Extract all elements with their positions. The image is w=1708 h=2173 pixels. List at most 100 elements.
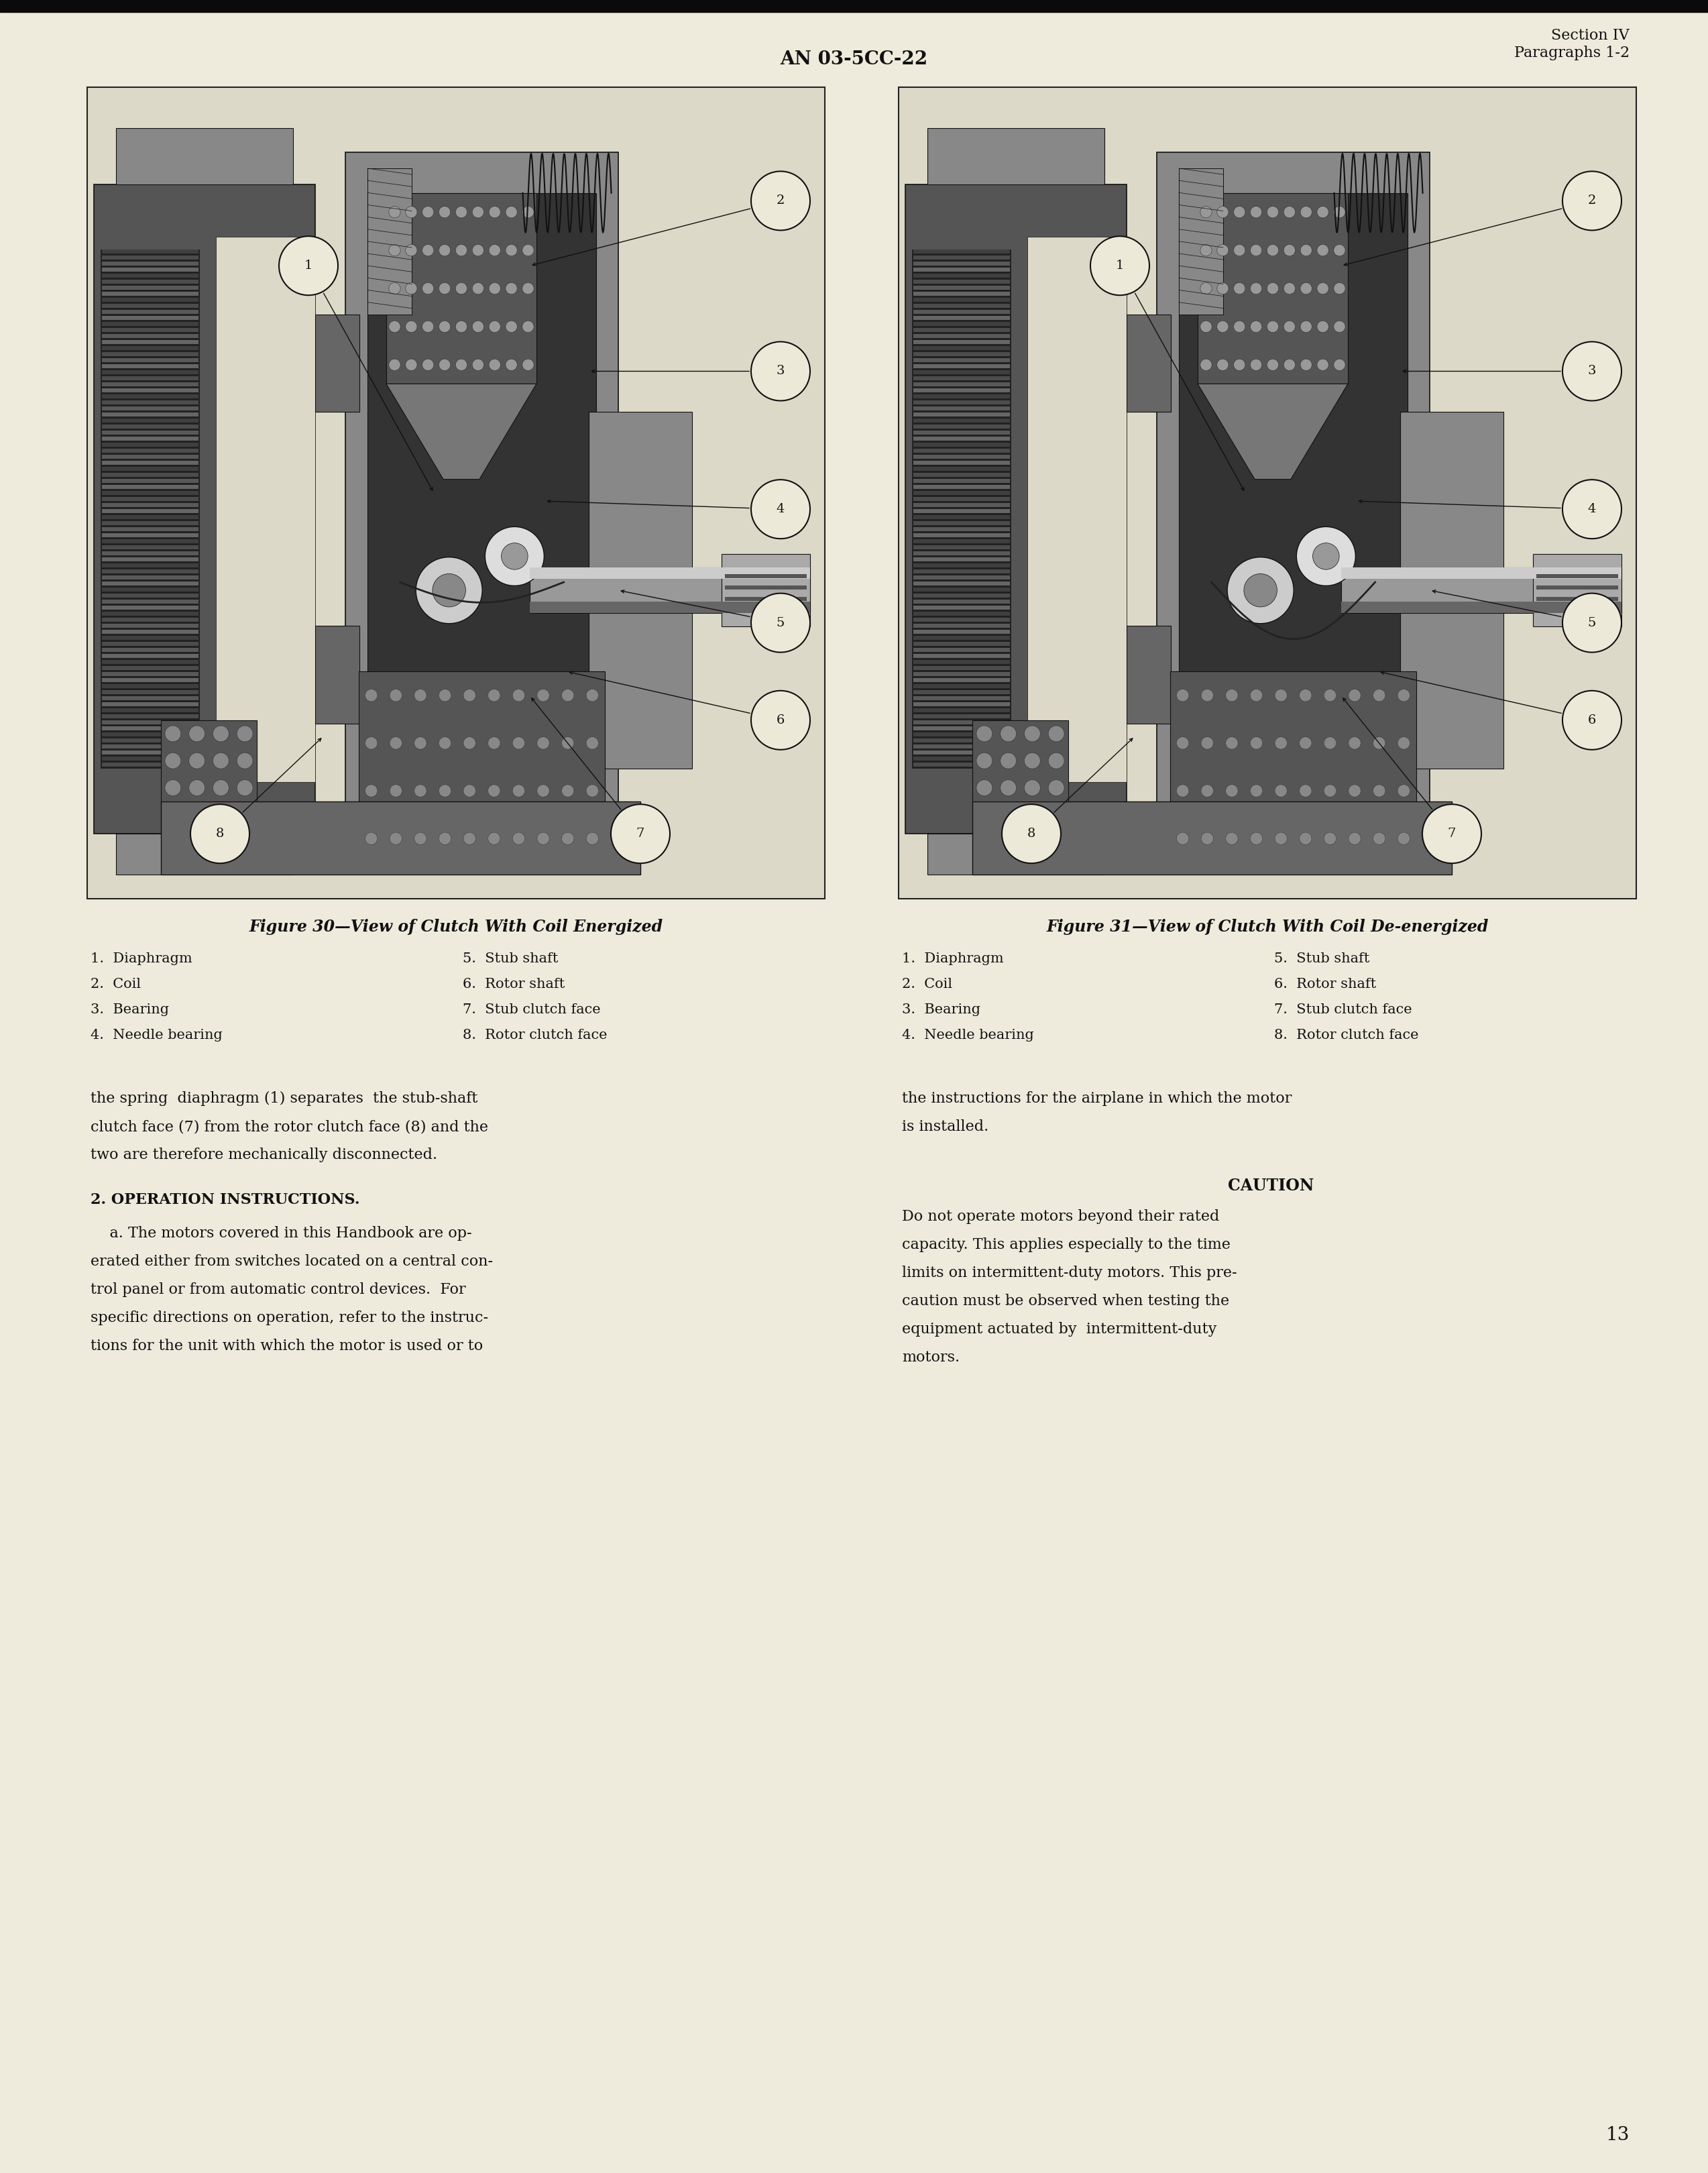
Bar	[914, 335, 1009, 339]
Circle shape	[512, 737, 524, 750]
Text: 8.  Rotor clutch face: 8. Rotor clutch face	[1274, 1028, 1419, 1041]
Circle shape	[1226, 689, 1238, 702]
Circle shape	[1233, 206, 1245, 217]
Bar	[316, 315, 359, 413]
Bar	[914, 369, 1009, 374]
Bar	[914, 515, 1009, 519]
Circle shape	[1300, 282, 1312, 293]
Circle shape	[523, 206, 535, 217]
Circle shape	[1233, 359, 1245, 372]
Circle shape	[586, 737, 598, 750]
Circle shape	[1226, 784, 1238, 797]
Text: 4.  Needle bearing: 4. Needle bearing	[902, 1028, 1033, 1041]
Bar	[102, 587, 198, 591]
Circle shape	[1373, 689, 1385, 702]
Circle shape	[488, 737, 500, 750]
Bar	[102, 474, 198, 476]
Bar	[102, 437, 198, 441]
Bar	[102, 443, 198, 448]
Text: 2: 2	[1588, 196, 1597, 206]
Bar	[102, 389, 198, 393]
Bar	[0, 0, 1708, 13]
Circle shape	[1250, 832, 1262, 845]
Bar	[367, 193, 596, 793]
Text: 5: 5	[777, 617, 784, 628]
Bar	[102, 298, 198, 302]
Circle shape	[1317, 322, 1329, 332]
Circle shape	[1373, 832, 1385, 845]
Bar	[1534, 554, 1621, 626]
Bar	[914, 478, 1009, 482]
Bar	[102, 750, 198, 754]
Bar	[914, 691, 1009, 695]
Text: 2.  Coil: 2. Coil	[91, 978, 140, 991]
Circle shape	[405, 282, 417, 293]
Circle shape	[1300, 832, 1312, 845]
Bar	[1156, 152, 1430, 834]
Bar	[914, 389, 1009, 393]
Bar	[914, 274, 1009, 278]
Bar	[102, 624, 198, 628]
Bar	[914, 250, 1009, 254]
Bar	[914, 763, 1009, 767]
Bar	[102, 280, 198, 285]
Bar	[102, 382, 198, 387]
Circle shape	[977, 780, 992, 795]
Bar	[529, 567, 810, 613]
Bar	[914, 545, 1009, 550]
Bar	[161, 802, 641, 874]
Circle shape	[586, 689, 598, 702]
Bar	[102, 504, 198, 506]
Bar	[102, 630, 198, 635]
Bar	[914, 461, 1009, 465]
Circle shape	[1267, 322, 1279, 332]
Text: limits on intermittent-duty motors. This pre-: limits on intermittent-duty motors. This…	[902, 1265, 1237, 1280]
Circle shape	[166, 726, 181, 741]
Circle shape	[214, 726, 229, 741]
Circle shape	[389, 832, 401, 845]
Circle shape	[1250, 322, 1262, 332]
Bar	[914, 498, 1009, 502]
Circle shape	[1201, 784, 1213, 797]
Bar	[914, 298, 1009, 302]
Text: 1.  Diaphragm: 1. Diaphragm	[91, 952, 193, 965]
Circle shape	[463, 737, 477, 750]
Circle shape	[389, 737, 401, 750]
Circle shape	[523, 246, 535, 256]
Circle shape	[366, 784, 377, 797]
Text: 8: 8	[1027, 828, 1035, 839]
Circle shape	[439, 246, 451, 256]
Text: capacity. This applies especially to the time: capacity. This applies especially to the…	[902, 1236, 1230, 1252]
Bar	[721, 554, 810, 626]
Bar	[102, 667, 198, 669]
Bar	[914, 443, 1009, 448]
Text: 8.  Rotor clutch face: 8. Rotor clutch face	[463, 1028, 608, 1041]
Bar	[102, 359, 198, 363]
Text: two are therefore mechanically disconnected.: two are therefore mechanically disconnec…	[91, 1147, 437, 1163]
Bar	[914, 413, 1009, 417]
Circle shape	[422, 206, 434, 217]
Bar	[914, 467, 1009, 472]
Bar	[1535, 598, 1617, 600]
Circle shape	[405, 246, 417, 256]
Circle shape	[586, 832, 598, 845]
Bar	[102, 461, 198, 465]
Bar	[102, 654, 198, 658]
Circle shape	[1250, 689, 1262, 702]
Bar	[914, 395, 1009, 398]
Circle shape	[1397, 832, 1409, 845]
Bar	[1341, 567, 1621, 613]
Bar	[914, 576, 1009, 580]
Circle shape	[488, 359, 500, 372]
Circle shape	[1025, 780, 1040, 795]
Circle shape	[1177, 784, 1189, 797]
Bar	[914, 328, 1009, 332]
Circle shape	[488, 832, 500, 845]
Bar	[102, 613, 198, 615]
Text: 6.  Rotor shaft: 6. Rotor shaft	[463, 978, 565, 991]
Bar	[102, 413, 198, 417]
Text: 7: 7	[637, 828, 644, 839]
Bar	[102, 430, 198, 435]
Text: 1: 1	[304, 261, 313, 272]
Text: 4: 4	[1588, 504, 1597, 515]
